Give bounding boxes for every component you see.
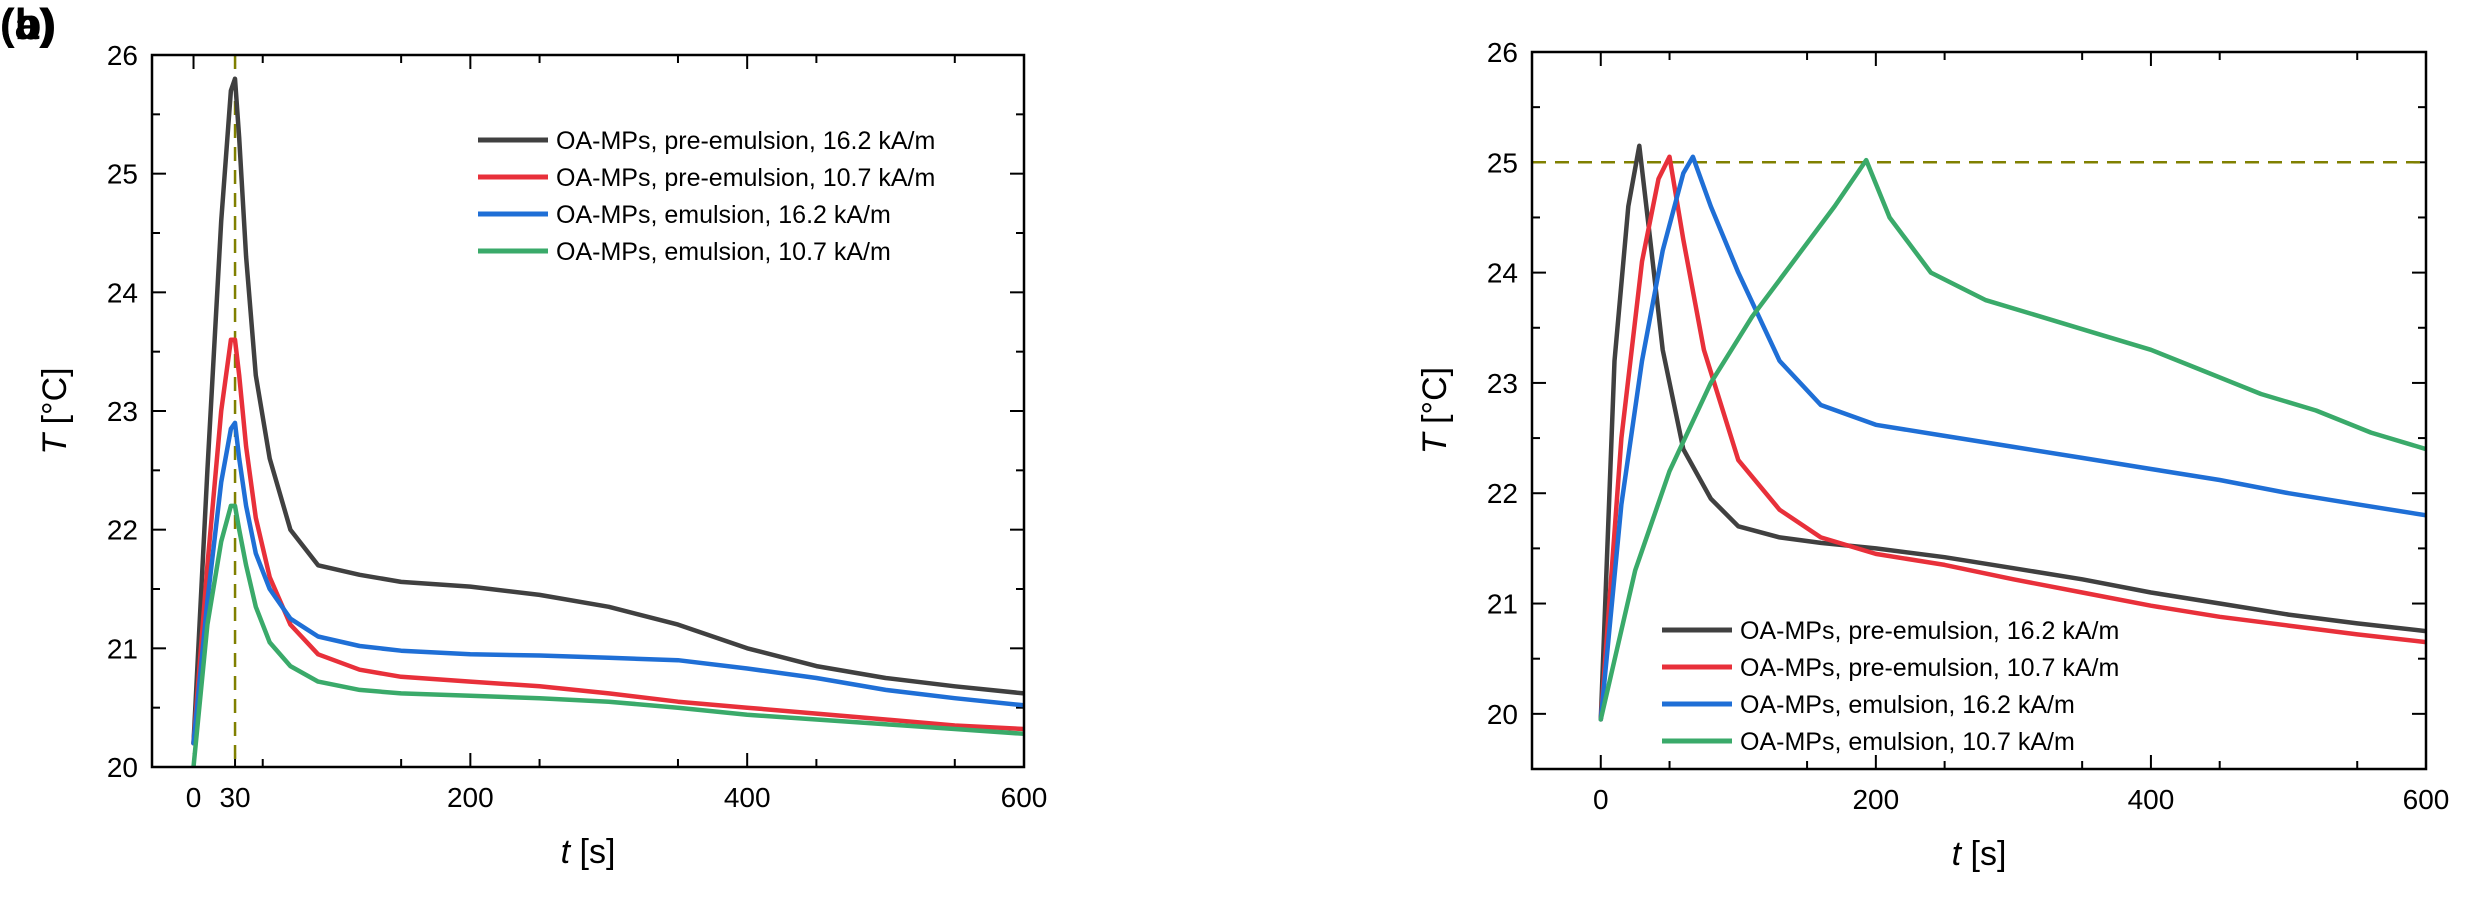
series-line-4: [1598, 157, 2426, 722]
x-tick-label: 0: [1593, 784, 1609, 815]
y-tick-label: 24: [1487, 258, 1518, 289]
plot-frame: [1530, 50, 2428, 771]
y-axis-label: T [°C]: [36, 367, 74, 454]
x-axis-label-unit: [s]: [570, 833, 615, 871]
x-tick-label: 400: [2128, 784, 2175, 815]
y-tick-label: 25: [107, 159, 138, 190]
x-tick-label: 200: [1852, 784, 1899, 815]
y-axis-label: T [°C]: [1416, 367, 1454, 454]
chart-a: 0 30 200 400 600 20 21 22 23 24 25 26 t [s] T [°C] OA-…: [36, 40, 1047, 871]
legend-label-4: OA-MPs, emulsion, 10.7 kA/m: [556, 238, 891, 266]
y-axis-label-var: T: [36, 432, 74, 455]
plot-frame: [150, 53, 1026, 769]
x-tick-label: 600: [1001, 782, 1048, 813]
series-line-2: [191, 337, 1024, 746]
y-tick-label: 21: [107, 633, 138, 664]
x-axis-label-var: t: [561, 833, 572, 871]
y-tick-label: 22: [107, 515, 138, 546]
x-tick-label: 0: [186, 782, 202, 813]
y-tick-label: 23: [1487, 368, 1518, 399]
panel-label-a: (a): [0, 0, 54, 49]
x-axis-label-unit: [s]: [1961, 835, 2006, 873]
y-tick-label: 21: [1487, 589, 1518, 620]
y-axis-label-unit: [°C]: [1416, 367, 1454, 434]
series-line-2: [1598, 154, 2426, 722]
legend: OA-MPs, pre-emulsion, 16.2 kA/m OA-MPs, p…: [478, 127, 935, 266]
series-line-4: [191, 503, 1024, 767]
y-axis-label-unit: [°C]: [36, 367, 74, 434]
y-axis-label-var: T: [1416, 431, 1454, 454]
chart-b: 0 200 400 600 20 21 22 23 24 25 26 t [s] T [°C] OA-MP…: [1416, 37, 2449, 873]
x-tick-label: 30: [219, 782, 250, 813]
legend-label-3: OA-MPs, emulsion, 16.2 kA/m: [556, 201, 891, 229]
series-line-3: [191, 420, 1024, 746]
legend-label-4: OA-MPs, emulsion, 10.7 kA/m: [1740, 728, 2075, 756]
x-tick-label: 400: [724, 782, 771, 813]
x-axis-label: t [s]: [561, 833, 616, 871]
y-tick-label: 20: [1487, 699, 1518, 730]
y-tick-label: 26: [107, 40, 138, 71]
legend-label-2: OA-MPs, pre-emulsion, 10.7 kA/m: [1740, 654, 2119, 682]
x-axis-label-var: t: [1952, 835, 1963, 873]
series-line-1: [191, 76, 1024, 746]
y-tick-label: 23: [107, 396, 138, 427]
y-tick-label: 26: [1487, 37, 1518, 68]
x-tick-label: 200: [447, 782, 494, 813]
y-tick-label: 24: [107, 277, 138, 308]
y-tick-label: 22: [1487, 478, 1518, 509]
series-line-3: [1598, 154, 2426, 722]
series-line-1: [1598, 143, 2426, 722]
x-axis-label: t [s]: [1952, 835, 2007, 873]
legend-label-2: OA-MPs, pre-emulsion, 10.7 kA/m: [556, 164, 935, 192]
legend-label-3: OA-MPs, emulsion, 16.2 kA/m: [1740, 691, 2075, 719]
legend: OA-MPs, pre-emulsion, 16.2 kA/m OA-MPs, p…: [1662, 617, 2119, 756]
y-tick-label: 20: [107, 752, 138, 783]
legend-label-1: OA-MPs, pre-emulsion, 16.2 kA/m: [1740, 617, 2119, 645]
panel-label-b: (b): [0, 0, 57, 49]
x-tick-label: 600: [2403, 784, 2450, 815]
y-tick-label: 25: [1487, 147, 1518, 178]
legend-label-1: OA-MPs, pre-emulsion, 16.2 kA/m: [556, 127, 935, 155]
